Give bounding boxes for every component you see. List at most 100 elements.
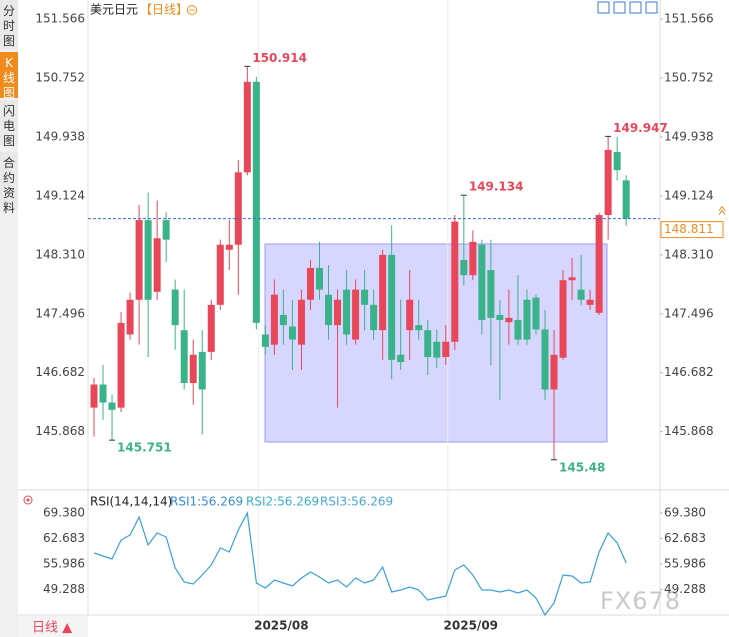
period-subtitle[interactable]: 【日线】 — [140, 3, 188, 17]
y-tick-label-right: 146.682 — [664, 365, 714, 379]
candle-body — [451, 221, 459, 342]
candle-body — [622, 180, 630, 219]
zoom-out-icon[interactable] — [187, 5, 197, 15]
candle-body — [144, 220, 152, 300]
tab[interactable]: 分时图 — [0, 0, 18, 50]
candle-body — [532, 297, 540, 330]
candle-body — [325, 294, 333, 326]
x-tick-label: 2025/08 — [254, 619, 308, 633]
candle-body — [433, 341, 441, 358]
candle-body — [541, 329, 549, 390]
candle-body — [568, 277, 576, 281]
candle-body — [279, 314, 287, 326]
candle-body — [225, 244, 233, 250]
rsi-tick-label-right: 69.380 — [664, 505, 706, 519]
candle-body — [207, 304, 215, 352]
candle-body — [306, 267, 314, 300]
candle-body — [117, 322, 125, 408]
last-price-box — [660, 221, 724, 239]
candle-body — [270, 294, 278, 345]
candle-body — [126, 299, 134, 335]
rsi-legend: RSI1:56.269 — [170, 495, 243, 509]
candle-body — [379, 254, 387, 331]
candle-body — [415, 325, 423, 331]
candle-body — [198, 351, 206, 390]
rsi-tick-label: 62.683 — [43, 531, 85, 545]
candle-body — [153, 238, 161, 292]
y-tick-label-right: 151.566 — [664, 12, 714, 26]
last-price-arrow — [718, 205, 726, 215]
candle-body — [388, 254, 396, 360]
rsi-tick-label: 49.288 — [43, 582, 85, 596]
extreme-label: 150.914 — [252, 51, 307, 65]
candle-body — [577, 289, 585, 300]
y-tick-label: 149.124 — [35, 188, 85, 202]
rsi-title: RSI(14,14,14) — [90, 495, 172, 509]
y-tick-label-right: 148.310 — [664, 247, 714, 261]
candle-body — [180, 330, 188, 384]
y-tick-label: 151.566 — [35, 12, 85, 26]
candle-body — [550, 354, 558, 390]
candle-body — [514, 320, 522, 340]
candle-body — [108, 402, 116, 410]
rsi-tick-label: 69.380 — [43, 505, 85, 519]
y-tick-label-right: 149.124 — [664, 188, 714, 202]
tab[interactable]: 闪电图 — [0, 100, 18, 148]
candle-body — [496, 314, 504, 321]
candle-body — [288, 326, 296, 340]
candle-body — [442, 341, 450, 357]
candle-body — [189, 354, 197, 384]
chart-title: 美元日元 — [90, 3, 138, 17]
rsi-tick-label-right: 49.288 — [664, 582, 706, 596]
candle-body — [469, 241, 477, 276]
candle-body — [613, 152, 621, 171]
y-tick-label-right: 147.496 — [664, 306, 714, 320]
candle-body — [261, 334, 269, 347]
extreme-label: 145.751 — [117, 441, 172, 455]
candle-body — [90, 384, 98, 408]
rsi-tick-label-right: 62.683 — [664, 531, 706, 545]
candle-body — [595, 215, 603, 313]
y-tick-label-right: 145.868 — [664, 424, 714, 438]
tab[interactable]: K线图 — [0, 52, 18, 100]
rsi-legend: RSI3:56.269 — [320, 495, 393, 509]
y-tick-label-right: 149.938 — [664, 130, 714, 144]
candle-body — [559, 280, 567, 358]
candle-body — [487, 270, 495, 318]
candle-body — [316, 267, 323, 290]
candle-body — [505, 317, 513, 323]
candle-body — [135, 220, 143, 300]
candle-body — [252, 81, 260, 323]
candle-body — [343, 289, 351, 335]
candle-body — [523, 299, 531, 340]
y-tick-label: 147.496 — [35, 306, 85, 320]
watermark: FX678 — [600, 587, 681, 615]
settings-icon[interactable] — [23, 495, 33, 505]
candle-body — [406, 299, 414, 331]
extreme-label: 149.947 — [613, 121, 668, 135]
y-tick-label: 148.310 — [35, 247, 85, 261]
rsi-tick-label: 55.986 — [43, 556, 85, 570]
y-tick-label: 150.752 — [35, 71, 85, 85]
extreme-label: 149.134 — [469, 180, 524, 194]
y-tick-label: 149.938 — [35, 130, 85, 144]
candle-body — [424, 330, 432, 357]
candle-body — [361, 289, 369, 305]
toolbar-icons[interactable] — [597, 1, 658, 14]
candle-body — [370, 304, 378, 331]
y-tick-label: 146.682 — [35, 365, 85, 379]
period-button[interactable]: 日线 ▲ — [32, 621, 72, 636]
candle-body — [216, 244, 224, 305]
candle-body — [478, 244, 486, 321]
extreme-label: 145.48 — [559, 460, 605, 474]
candle-body — [604, 149, 612, 216]
candle-body — [397, 354, 405, 363]
tab[interactable]: 合约资料 — [0, 152, 18, 215]
candle-body — [99, 384, 107, 403]
candle-body — [234, 172, 242, 245]
last-price-label: 148.811 — [664, 222, 714, 236]
period-button-bg[interactable] — [18, 616, 88, 637]
y-tick-label-right: 150.752 — [664, 71, 714, 85]
